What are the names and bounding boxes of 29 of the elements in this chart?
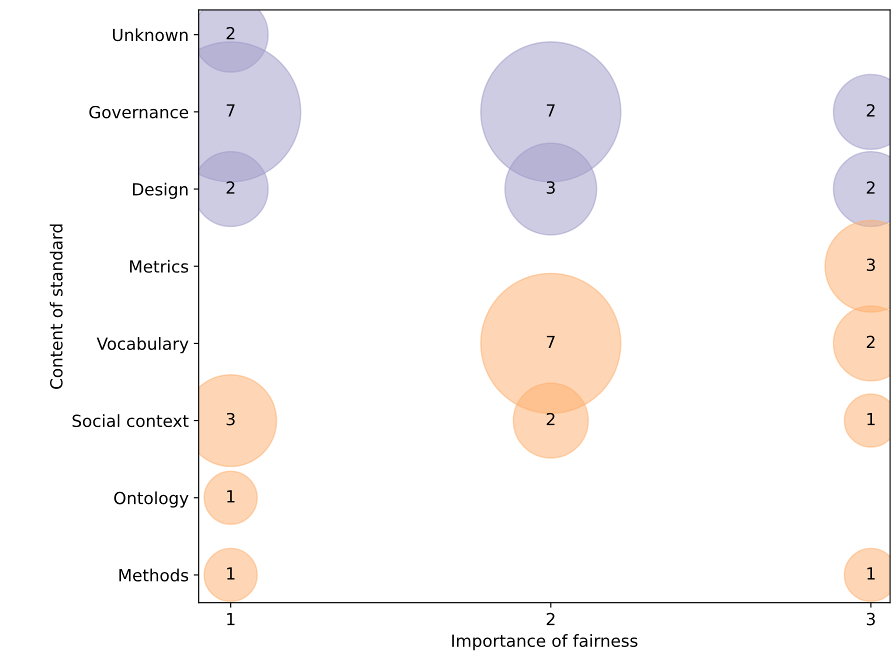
annotation: 2	[546, 412, 554, 426]
annotation: 1	[867, 567, 875, 580]
annotation: 7	[546, 336, 555, 348]
annotation: 7	[226, 104, 235, 116]
y-tick-label: Design	[133, 182, 188, 199]
annotation: 2	[866, 336, 875, 348]
annotation: 2	[226, 181, 234, 194]
y-tick-label: Governance	[89, 106, 188, 118]
annotation: 3	[866, 258, 875, 272]
y-tick-label: Metrics	[130, 260, 188, 273]
x-axis-title: Importance of fairness	[452, 634, 638, 650]
annotation: 3	[546, 181, 555, 194]
annotation: 1	[227, 567, 234, 580]
annotation: 1	[867, 413, 875, 426]
y-tick-label: Unknown	[113, 28, 188, 42]
y-tick-label: Social context	[72, 414, 189, 428]
annotation: 2	[866, 181, 875, 194]
y-tick-label: Ontology	[114, 491, 188, 508]
annotation: 1	[227, 490, 234, 502]
annotation: 2	[866, 104, 875, 116]
x-tick-label: 3	[866, 612, 875, 626]
annotation: 7	[546, 104, 555, 116]
y-tick-label: Methods	[119, 568, 188, 582]
x-tick-label: 1	[227, 612, 234, 626]
x-tick-label: 2	[546, 612, 554, 626]
annotation: 2	[226, 26, 234, 40]
annotation: 3	[226, 412, 235, 426]
y-tick-label: Vocabulary	[96, 337, 188, 354]
y-axis-title: Content of standard	[50, 224, 63, 389]
